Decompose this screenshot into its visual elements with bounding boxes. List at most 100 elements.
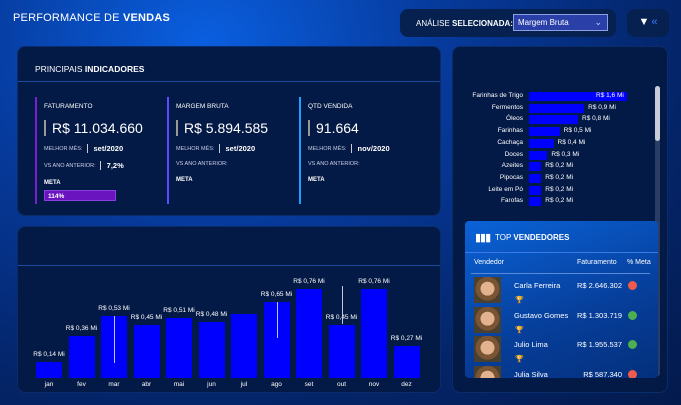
bar-dez[interactable] (393, 346, 420, 378)
bar-out[interactable] (328, 325, 355, 378)
analysis-selector: ANÁLISE SELECIONADA: Margem Bruta ⌄ (400, 9, 616, 37)
best-month-value: set/2020 (218, 144, 255, 153)
seller-name: Julio Lima (514, 340, 548, 349)
trophy-icon: 🏆 (515, 326, 524, 334)
vs-label: VS ANO ANTERIOR: (176, 161, 228, 167)
category-bar (529, 162, 542, 172)
category-row[interactable]: Doces R$ 0,3 Mi (452, 150, 667, 161)
category-value: R$ 0,8 Mi (582, 115, 610, 123)
month-tick-label: mar (108, 381, 120, 388)
bar-value-label: R$ 0,36 Mi (65, 324, 98, 332)
category-row[interactable]: Cachaça R$ 0,4 Mi (452, 138, 667, 149)
vs-label: VS ANO ANTERIOR: (308, 161, 360, 167)
analysis-label: ANÁLISE SELECIONADA: (416, 19, 513, 28)
meta-status-icon (628, 369, 637, 378)
indicators-panel: PRINCIPAIS INDICADORES FATURAMENTO R$ 11… (17, 46, 441, 216)
meta-progress-bar: 114% (44, 190, 116, 201)
avatar (474, 306, 501, 333)
category-value: R$ 0,4 Mi (557, 138, 586, 146)
month-tick-label: jun (207, 381, 216, 388)
category-name: Leite em Pó (488, 185, 523, 193)
seller-name: Carla Ferreira (514, 281, 561, 290)
month-tick-label: jul (240, 381, 248, 388)
col-faturamento[interactable]: Faturamento (577, 259, 617, 266)
meta-label: META (176, 177, 193, 183)
category-value: R$ 0,3 Mi (551, 150, 580, 158)
bar-value-label: R$ 0,65 Mi (260, 290, 293, 298)
kpi-title: MARGEM BRUTA (176, 103, 229, 110)
category-row[interactable]: Pipocas R$ 0,2 Mi (452, 173, 667, 184)
analysis-dropdown[interactable]: Margem Bruta ⌄ (513, 14, 608, 31)
chevron-down-icon: ⌄ (594, 17, 602, 27)
best-month-value: nov/2020 (350, 144, 390, 153)
best-month-value: set/2020 (86, 144, 123, 153)
kpi-card: QTD VENDIDA 91.664 MELHOR MÊS: nov/2020 V… (299, 97, 424, 204)
category-name: Azeites (501, 162, 523, 170)
error-bar (276, 302, 278, 338)
category-row[interactable]: Azeites R$ 0,2 Mi (452, 161, 667, 172)
top-sellers-title: TOP VENDEDORES (495, 233, 570, 242)
category-name: Cachaça (497, 138, 523, 146)
best-month-label: MELHOR MÊS: (176, 145, 215, 152)
category-bar (529, 197, 542, 207)
bar-value-label: R$ 0,48 Mi (195, 310, 228, 318)
month-tick-label: jan (44, 381, 54, 388)
seller-revenue: R$ 2.646.302 (576, 281, 622, 290)
bar-jan[interactable] (36, 361, 62, 378)
filter-button[interactable]: ▼ « (627, 9, 669, 37)
seller-row[interactable]: Julia Silva R$ 587.340 (465, 365, 658, 379)
kpi-card: FATURAMENTO R$ 11.034.660 MELHOR MÊS: set… (35, 97, 160, 204)
bar-fev[interactable] (68, 335, 95, 378)
meta-label: META (308, 177, 325, 183)
month-tick-label: mai (173, 381, 185, 388)
chevron-left-icon: « (651, 16, 658, 28)
category-bar (529, 185, 542, 195)
trophy-icon: 🏆 (515, 356, 524, 363)
bar-jun[interactable] (198, 321, 225, 378)
seller-row[interactable]: Gustavo Gomes R$ 1.303.719 🏆 (465, 306, 658, 337)
bar-set[interactable] (296, 289, 322, 378)
bar-jul[interactable] (231, 313, 257, 378)
kpi-value: R$ 11.034.660 (44, 120, 160, 136)
filter-icon: ▼ (638, 16, 650, 28)
page-title: PERFORMANCE DE VENDAS (13, 12, 171, 24)
category-bar (529, 103, 585, 113)
bar-value-label: R$ 0,14 Mi (33, 350, 65, 358)
bar-mai[interactable] (166, 318, 192, 378)
seller-row[interactable]: Carla Ferreira R$ 2.646.302 🏆 (465, 277, 658, 307)
vs-value: 7,2% (99, 161, 124, 170)
month-tick-label: dez (401, 381, 412, 388)
meta-status-icon (628, 281, 637, 290)
month-tick-label: ago (271, 381, 282, 388)
seller-name: Gustavo Gomes (514, 310, 569, 320)
col-vendedor[interactable]: Vendedor (474, 259, 504, 266)
meta-label: META (44, 180, 61, 186)
month-tick-label: out (336, 381, 347, 388)
month-tick-label: fev (77, 381, 86, 388)
category-value: R$ 0,2 Mi (545, 162, 574, 170)
category-row[interactable]: Fermentos R$ 0,9 Mi (452, 103, 667, 114)
category-row[interactable]: Farinhas de Trigo R$ 1,6 Mi (452, 91, 667, 102)
category-row[interactable]: Leite em Pó R$ 0,2 Mi (452, 185, 667, 196)
category-row[interactable]: Farinhas R$ 0,5 Mi (452, 126, 667, 137)
seller-revenue: R$ 1.303.719 (576, 310, 622, 320)
meta-status-icon (628, 340, 637, 349)
category-value: R$ 0,2 Mi (545, 173, 574, 181)
bar-nov[interactable] (361, 289, 387, 378)
category-name: Doces (504, 150, 523, 158)
seller-row[interactable]: Julio Lima R$ 1.955.537 🏆 (465, 336, 658, 366)
category-name: Pipocas (499, 173, 523, 181)
category-row[interactable]: Farofas R$ 0,2 Mi (452, 196, 667, 207)
seller-revenue: R$ 587.340 (583, 369, 622, 379)
error-bar (114, 316, 115, 363)
bar-value-label: R$ 0,53 Mi (98, 304, 130, 312)
category-value: R$ 0,9 Mi (588, 103, 616, 111)
category-row[interactable]: Óleos R$ 0,8 Mi (452, 114, 667, 125)
category-name: Farofas (500, 197, 523, 205)
seller-name: Julia Silva (514, 369, 548, 379)
bar-value-label: R$ 0,51 Mi (163, 307, 195, 315)
col-meta[interactable]: % Meta (627, 259, 651, 266)
category-name: Farinhas de Trigo (472, 92, 523, 99)
trophy-icon: 🏆 (515, 297, 524, 304)
bar-abr[interactable] (133, 325, 160, 378)
